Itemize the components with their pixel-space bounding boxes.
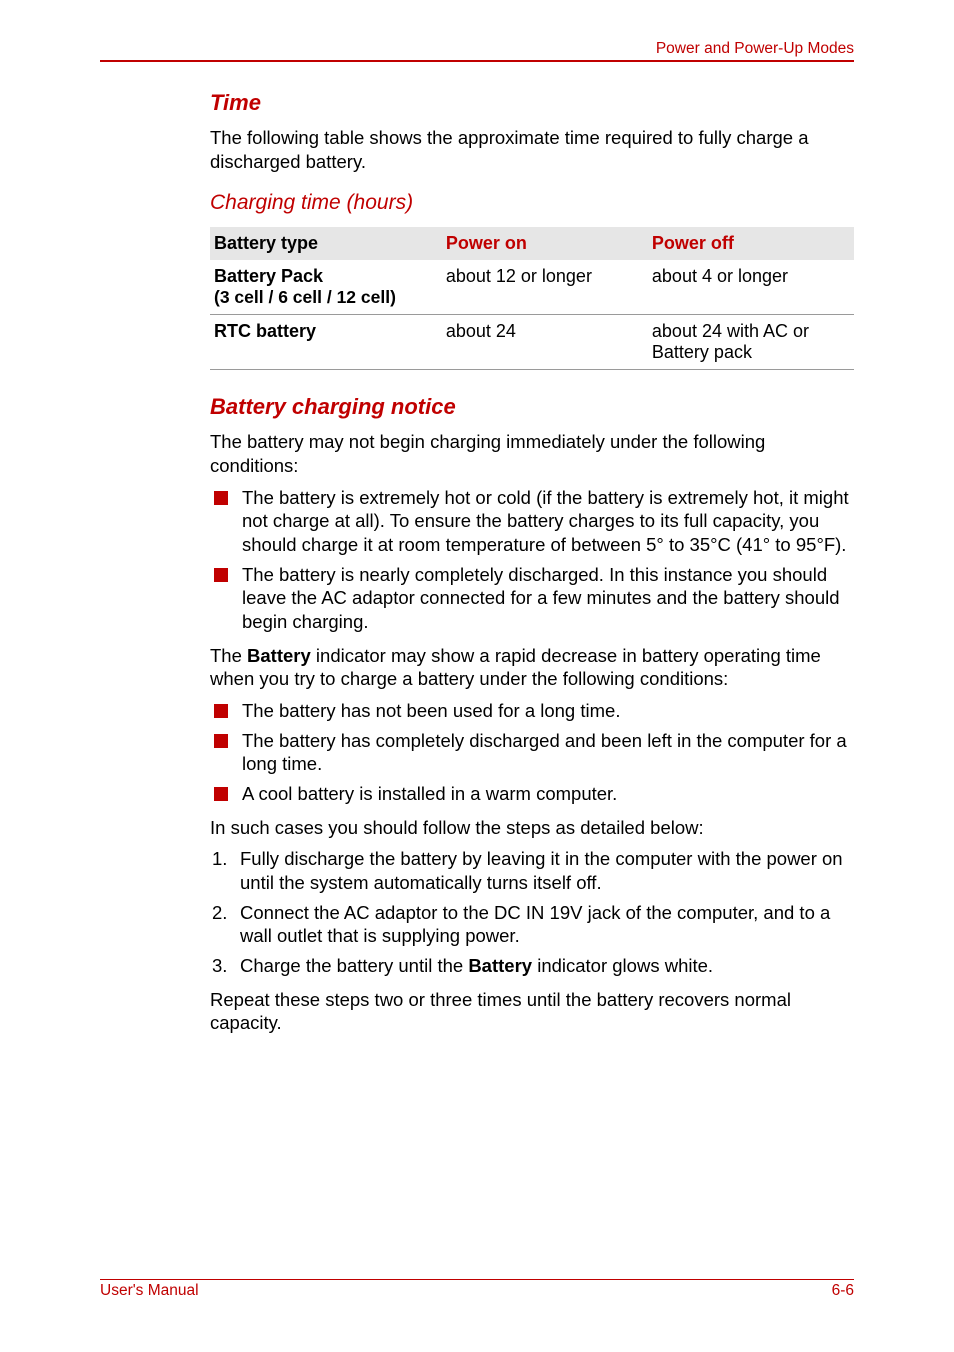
section-title-charging-time: Charging time (hours) [210,191,854,215]
bullet-list-1: The battery is extremely hot or cold (if… [210,486,854,634]
cell-power-off: about 24 with AC or Battery pack [648,315,854,370]
list-item: A cool battery is installed in a warm co… [210,782,854,806]
list-item: The battery is extremely hot or cold (if… [210,486,854,557]
footer-left: User's Manual [100,1282,199,1300]
step3-pre: Charge the battery until the [240,955,468,976]
bullet-square-icon [214,734,228,748]
bullet-square-icon [214,787,228,801]
bullet-text: The battery has completely discharged an… [242,729,854,776]
step-number [212,901,240,925]
cell-power-on: about 24 [442,315,648,370]
content-area: Time The following table shows the appro… [0,62,954,1035]
notice-mid1: The Battery indicator may show a rapid d… [210,644,854,691]
step-number [212,847,240,871]
table-row: RTC battery about 24 about 24 with AC or… [210,315,854,370]
page: Power and Power-Up Modes Time The follow… [0,0,954,1352]
bullet-list-2: The battery has not been used for a long… [210,699,854,806]
step-number [212,954,240,978]
col-battery-type: Battery type [210,227,442,260]
list-item: Fully discharge the battery by leaving i… [210,847,854,894]
time-paragraph: The following table shows the approximat… [210,126,854,173]
footer: User's Manual 6-6 [100,1279,854,1300]
header-right-text: Power and Power-Up Modes [656,40,854,58]
step-text: Connect the AC adaptor to the DC IN 19V … [240,901,854,948]
mid1-pre: The [210,645,247,666]
cell-label: Battery Pack [214,266,323,286]
charging-time-table: Battery type Power on Power off Battery … [210,227,854,370]
ordered-list: Fully discharge the battery by leaving i… [210,847,854,977]
notice-mid2: In such cases you should follow the step… [210,816,854,840]
cell-rtc: RTC battery [210,315,442,370]
table-row: Battery Pack (3 cell / 6 cell / 12 cell)… [210,260,854,315]
bullet-square-icon [214,704,228,718]
section-title-notice: Battery charging notice [210,394,854,420]
step-text: Fully discharge the battery by leaving i… [240,847,854,894]
step3-post: indicator glows white. [532,955,713,976]
section-title-time: Time [210,90,854,116]
cell-power-off: about 4 or longer [648,260,854,315]
notice-outro: Repeat these steps two or three times un… [210,988,854,1035]
notice-intro: The battery may not begin charging immed… [210,430,854,477]
bullet-square-icon [214,491,228,505]
step3-bold: Battery [468,955,532,976]
bullet-text: The battery is extremely hot or cold (if… [242,486,854,557]
bullet-text: The battery has not been used for a long… [242,699,620,723]
list-item: The battery is nearly completely dischar… [210,563,854,634]
footer-right: 6-6 [832,1282,854,1300]
col-power-off: Power off [648,227,854,260]
cell-sublabel: (3 cell / 6 cell / 12 cell) [214,287,396,307]
bullet-square-icon [214,568,228,582]
list-item: The battery has not been used for a long… [210,699,854,723]
mid1-bold: Battery [247,645,311,666]
bullet-text: The battery is nearly completely dischar… [242,563,854,634]
cell-battery-pack: Battery Pack (3 cell / 6 cell / 12 cell) [210,260,442,315]
cell-power-on: about 12 or longer [442,260,648,315]
bullet-text: A cool battery is installed in a warm co… [242,782,617,806]
header-rule: Power and Power-Up Modes [100,34,854,62]
list-item: The battery has completely discharged an… [210,729,854,776]
cell-label: RTC battery [214,321,316,341]
table-header-row: Battery type Power on Power off [210,227,854,260]
list-item: Connect the AC adaptor to the DC IN 19V … [210,901,854,948]
col-power-on: Power on [442,227,648,260]
list-item: Charge the battery until the Battery ind… [210,954,854,978]
step-text: Charge the battery until the Battery ind… [240,954,713,978]
